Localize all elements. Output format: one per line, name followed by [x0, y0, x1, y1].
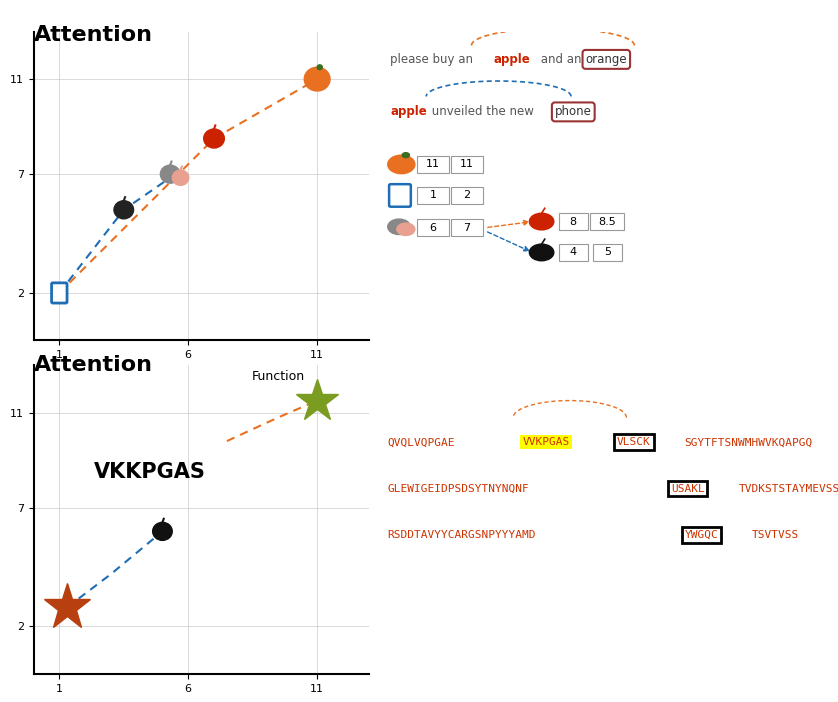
Text: VLSCK: VLSCK: [617, 437, 651, 447]
FancyBboxPatch shape: [451, 156, 483, 173]
Text: 1: 1: [430, 190, 437, 200]
Text: 11: 11: [460, 159, 474, 169]
Text: RSDDTAVYYCARGSNPYYYAMD: RSDDTAVYYCARGSNPYYYAMD: [388, 530, 536, 540]
Circle shape: [530, 213, 554, 230]
Text: 8: 8: [570, 216, 577, 227]
Text: TSVTVSS: TSVTVSS: [752, 530, 799, 540]
Text: apple: apple: [494, 53, 530, 66]
Text: SGYTFTSNWMHWVKQAPGQ: SGYTFTSNWMHWVKQAPGQ: [685, 437, 813, 447]
FancyBboxPatch shape: [389, 184, 411, 206]
Circle shape: [317, 65, 323, 69]
Text: and an: and an: [537, 53, 585, 66]
Text: 5: 5: [603, 247, 611, 258]
Circle shape: [160, 165, 180, 183]
FancyBboxPatch shape: [417, 187, 449, 204]
Circle shape: [114, 201, 133, 219]
FancyBboxPatch shape: [417, 219, 449, 236]
Text: Function: Function: [252, 371, 305, 383]
Text: Attention: Attention: [34, 25, 153, 44]
Text: 4: 4: [570, 247, 577, 258]
FancyBboxPatch shape: [592, 244, 622, 261]
Text: please buy an: please buy an: [390, 53, 477, 66]
FancyBboxPatch shape: [559, 213, 588, 230]
Text: GLEWIGEIDPSDSYTNYNQNF: GLEWIGEIDPSDSYTNYNQNF: [388, 484, 530, 494]
Text: Attention: Attention: [34, 355, 153, 374]
Text: YWGQC: YWGQC: [685, 530, 718, 540]
Circle shape: [173, 170, 189, 185]
Circle shape: [204, 129, 225, 148]
Circle shape: [304, 67, 330, 91]
Text: TVDKSTSTAYMEVSSL: TVDKSTSTAYMEVSSL: [738, 484, 838, 494]
FancyBboxPatch shape: [559, 244, 588, 261]
Circle shape: [530, 244, 554, 260]
Text: apple: apple: [390, 105, 427, 119]
Text: 11: 11: [426, 159, 440, 169]
Text: unveiled the new: unveiled the new: [428, 105, 538, 119]
Circle shape: [397, 223, 415, 235]
Text: QVQLVQPGAE: QVQLVQPGAE: [388, 437, 455, 447]
Circle shape: [388, 155, 415, 173]
Text: orange: orange: [586, 53, 627, 66]
Text: 2: 2: [463, 190, 470, 200]
FancyBboxPatch shape: [52, 283, 67, 303]
Text: 6: 6: [430, 223, 437, 233]
Text: VVKPGAS: VVKPGAS: [523, 437, 570, 447]
FancyBboxPatch shape: [451, 187, 483, 204]
Text: phone: phone: [555, 105, 592, 119]
Text: USAKL: USAKL: [671, 484, 705, 494]
FancyBboxPatch shape: [417, 156, 449, 173]
FancyBboxPatch shape: [590, 213, 624, 230]
Text: 7: 7: [463, 223, 470, 233]
Circle shape: [153, 522, 173, 541]
Circle shape: [402, 152, 410, 158]
Text: VKKPGAS: VKKPGAS: [94, 462, 205, 482]
FancyBboxPatch shape: [451, 219, 483, 236]
Circle shape: [388, 219, 411, 234]
Text: 8.5: 8.5: [598, 216, 616, 227]
